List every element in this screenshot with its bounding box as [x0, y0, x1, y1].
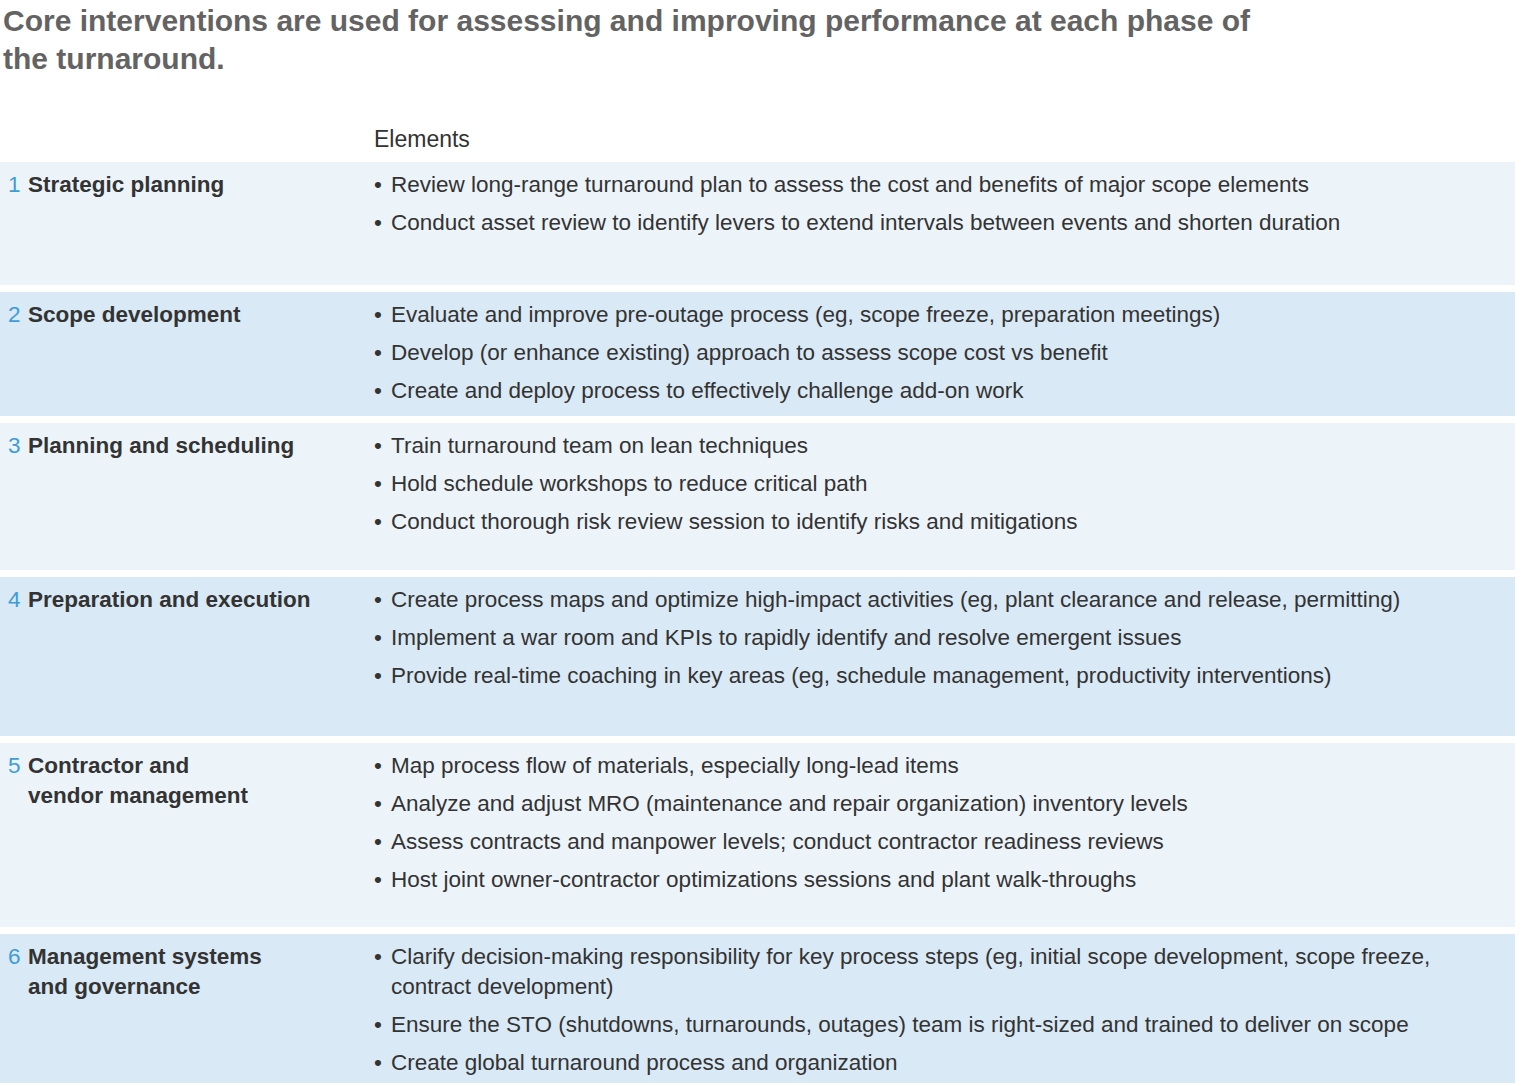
phase-number: 5 — [8, 751, 28, 781]
table-row-strategic-planning: 1 Strategic planning Review long-range t… — [0, 162, 1515, 285]
phase-label: Management systems and governance — [28, 942, 262, 1002]
page-title: Core interventions are used for assessin… — [0, 0, 1536, 78]
element-bullet: Provide real-time coaching in key areas … — [374, 661, 1472, 691]
element-bullet: Implement a war room and KPIs to rapidly… — [374, 623, 1472, 653]
phase-label: Strategic planning — [28, 170, 224, 200]
element-bullet: Assess contracts and manpower levels; co… — [374, 827, 1472, 857]
phase-cell: 4 Preparation and execution — [0, 583, 372, 731]
phase-number: 3 — [8, 431, 28, 461]
element-bullet: Conduct asset review to identify levers … — [374, 208, 1472, 238]
phase-label: Scope development — [28, 300, 241, 330]
element-bullet: Create and deploy process to effectively… — [374, 376, 1472, 406]
element-bullet: Host joint owner-contractor optimization… — [374, 865, 1472, 895]
table-row-management-systems-and-governance: 6 Management systems and governance Clar… — [0, 934, 1515, 1083]
elements-cell: Train turnaround team on lean techniques… — [372, 429, 1515, 565]
element-bullet: Conduct thorough risk review session to … — [374, 507, 1472, 537]
element-bullet: Hold schedule workshops to reduce critic… — [374, 469, 1472, 499]
phase-label: Planning and scheduling — [28, 431, 294, 461]
phase-number: 4 — [8, 585, 28, 615]
table-row-planning-and-scheduling: 3 Planning and scheduling Train turnarou… — [0, 423, 1515, 570]
phase-cell: 3 Planning and scheduling — [0, 429, 372, 565]
table-row-contractor-and-vendor-management: 5 Contractor and vendor management Map p… — [0, 743, 1515, 927]
elements-column-header: Elements — [374, 124, 1515, 154]
element-bullet: Review long-range turnaround plan to ass… — [374, 170, 1472, 200]
phase-number: 6 — [8, 942, 28, 972]
element-bullet: Clarify decision-making responsibility f… — [374, 942, 1472, 1002]
element-bullet: Create process maps and optimize high-im… — [374, 585, 1472, 615]
elements-cell: Clarify decision-making responsibility f… — [372, 940, 1515, 1078]
table-row-scope-development: 2 Scope development Evaluate and improve… — [0, 292, 1515, 416]
elements-cell: Map process flow of materials, especiall… — [372, 749, 1515, 922]
interventions-table: Elements 1 Strategic planning Review lon… — [0, 124, 1515, 1083]
phase-cell: 6 Management systems and governance — [0, 940, 372, 1078]
phase-cell: 1 Strategic planning — [0, 168, 372, 280]
element-bullet: Train turnaround team on lean techniques — [374, 431, 1472, 461]
phase-number: 1 — [8, 170, 28, 200]
elements-cell: Evaluate and improve pre-outage process … — [372, 298, 1515, 411]
element-bullet: Evaluate and improve pre-outage process … — [374, 300, 1472, 330]
element-bullet: Map process flow of materials, especiall… — [374, 751, 1472, 781]
phase-label: Preparation and execution — [28, 585, 311, 615]
elements-cell: Create process maps and optimize high-im… — [372, 583, 1515, 731]
table-row-preparation-and-execution: 4 Preparation and execution Create proce… — [0, 577, 1515, 736]
exhibit-page: Core interventions are used for assessin… — [0, 0, 1536, 1086]
elements-cell: Review long-range turnaround plan to ass… — [372, 168, 1515, 280]
element-bullet: Ensure the STO (shutdowns, turnarounds, … — [374, 1010, 1472, 1040]
phase-number: 2 — [8, 300, 28, 330]
element-bullet: Create global turnaround process and org… — [374, 1048, 1472, 1078]
phase-cell: 2 Scope development — [0, 298, 372, 411]
phase-label: Contractor and vendor management — [28, 751, 248, 811]
phase-cell: 5 Contractor and vendor management — [0, 749, 372, 922]
element-bullet: Analyze and adjust MRO (maintenance and … — [374, 789, 1472, 819]
element-bullet: Develop (or enhance existing) approach t… — [374, 338, 1472, 368]
